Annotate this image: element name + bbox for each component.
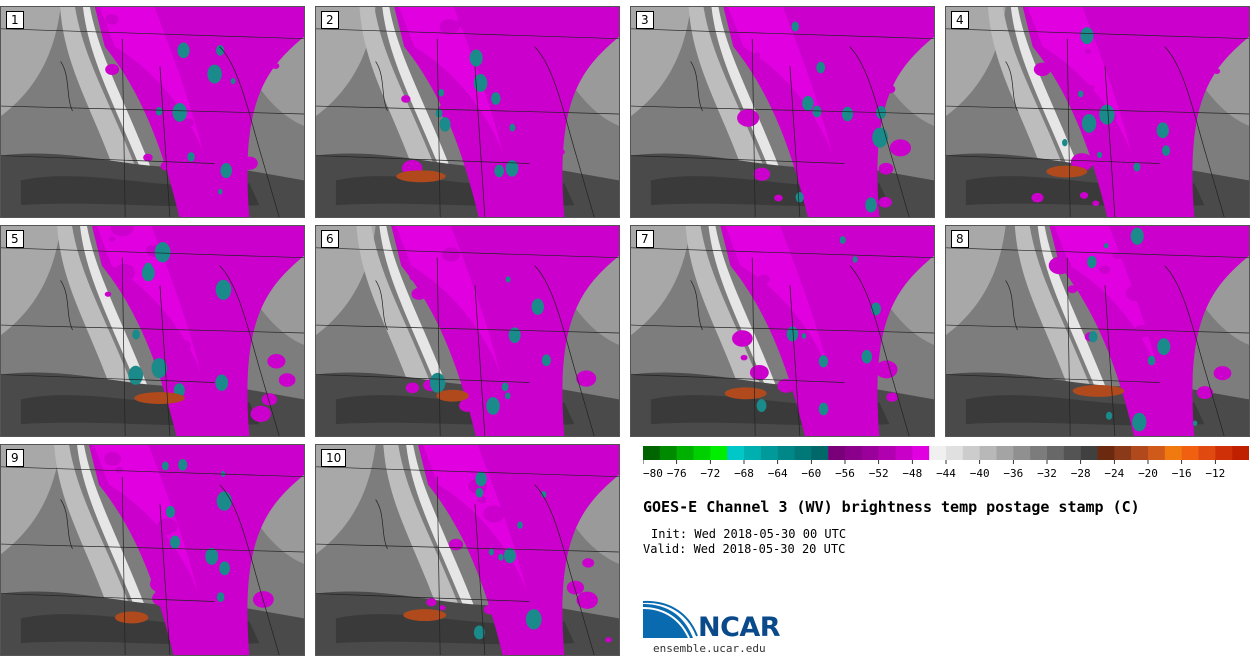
chart-title: GOES-E Channel 3 (WV) brightness temp po… bbox=[643, 498, 1140, 516]
postage-stamp-panel: 6 bbox=[315, 225, 620, 437]
colorbar-tick-label: −28 bbox=[1071, 467, 1091, 480]
panel-number-label: 7 bbox=[636, 230, 654, 248]
colorbar-swatch bbox=[1232, 446, 1249, 460]
colorbar-tick-label: −32 bbox=[1037, 467, 1057, 480]
colorbar-tick-label: −12 bbox=[1205, 467, 1225, 480]
colorbar-swatch bbox=[895, 446, 913, 460]
init-time: Init: Wed 2018-05-30 00 UTC bbox=[651, 527, 847, 541]
colorbar-swatch bbox=[1148, 446, 1166, 460]
panel-number-label: 3 bbox=[636, 11, 654, 29]
colorbar-swatch bbox=[1114, 446, 1132, 460]
colorbar-swatch bbox=[1164, 446, 1182, 460]
colorbar-swatch bbox=[1097, 446, 1115, 460]
colorbar-tick-label: −48 bbox=[902, 467, 922, 480]
postage-stamp-panel: 7 bbox=[630, 225, 935, 437]
colorbar-tick-label: −64 bbox=[768, 467, 788, 480]
colorbar-swatch bbox=[676, 446, 694, 460]
colorbar-swatch bbox=[777, 446, 795, 460]
panel-number-label: 1 bbox=[6, 11, 24, 29]
postage-stamp-panel: 5 bbox=[0, 225, 305, 437]
ncar-logo-icon bbox=[643, 600, 698, 639]
colorbar-tick-label: −40 bbox=[970, 467, 990, 480]
panel-number-label: 2 bbox=[321, 11, 339, 29]
colorbar-swatch bbox=[912, 446, 930, 460]
colorbar-swatch bbox=[1131, 446, 1149, 460]
colorbar-swatch bbox=[962, 446, 980, 460]
colorbar-tick-label: −20 bbox=[1138, 467, 1158, 480]
colorbar-swatch bbox=[760, 446, 778, 460]
postage-stamp-panel: 3 bbox=[630, 6, 935, 218]
postage-stamp-panel: 8 bbox=[945, 225, 1250, 437]
colorbar-swatch bbox=[643, 446, 661, 460]
postage-stamp-panel: 9 bbox=[0, 444, 305, 656]
colorbar-swatch bbox=[861, 446, 879, 460]
colorbar-swatch bbox=[693, 446, 711, 460]
colorbar-swatch bbox=[811, 446, 829, 460]
colorbar-swatch bbox=[845, 446, 863, 460]
colorbar-tick-label: −16 bbox=[1172, 467, 1192, 480]
colorbar-swatch bbox=[1181, 446, 1199, 460]
postage-stamp-panel: 2 bbox=[315, 6, 620, 218]
colorbar-swatch bbox=[1063, 446, 1081, 460]
colorbar-swatch bbox=[878, 446, 896, 460]
valid-time: Valid: Wed 2018-05-30 20 UTC bbox=[643, 542, 846, 556]
colorbar-swatch bbox=[929, 446, 947, 460]
panel-number-label: 6 bbox=[321, 230, 339, 248]
colorbar-tick-label: −80 bbox=[643, 467, 663, 480]
colorbar-swatch bbox=[1080, 446, 1098, 460]
colorbar-tick-label: −24 bbox=[1104, 467, 1124, 480]
colorbar-tick-label: −68 bbox=[734, 467, 754, 480]
colorbar-swatch bbox=[659, 446, 677, 460]
colorbar-swatch bbox=[828, 446, 846, 460]
colorbar: −80 −76 −72 −68 −64 −60 −56 −52 −48 −44 −40 −36 −32 −… bbox=[643, 446, 1249, 480]
logo-text: NCAR bbox=[698, 612, 781, 643]
colorbar-tick-label: −36 bbox=[1003, 467, 1023, 480]
postage-stamp-panel: 1 bbox=[0, 6, 305, 218]
colorbar-tick-label: −44 bbox=[936, 467, 956, 480]
colorbar-tick-label: −60 bbox=[801, 467, 821, 480]
colorbar-swatch bbox=[1013, 446, 1031, 460]
colorbar-swatch bbox=[1215, 446, 1233, 460]
colorbar-tick-label: −76 bbox=[667, 467, 687, 480]
panel-number-label: 9 bbox=[6, 449, 24, 467]
postage-stamp-panel: 4 bbox=[945, 6, 1250, 218]
colorbar-swatch bbox=[979, 446, 997, 460]
panel-number-label: 5 bbox=[6, 230, 24, 248]
colorbar-swatch bbox=[1047, 446, 1065, 460]
colorbar-tick-label: −52 bbox=[869, 467, 889, 480]
colorbar-swatch bbox=[744, 446, 762, 460]
panel-number-label: 10 bbox=[321, 449, 347, 467]
panel-number-label: 4 bbox=[951, 11, 969, 29]
colorbar-swatch bbox=[996, 446, 1014, 460]
colorbar-tick-label: −72 bbox=[700, 467, 720, 480]
logo-url: ensemble.ucar.edu bbox=[653, 642, 766, 655]
colorbar-tick-label: −56 bbox=[835, 467, 855, 480]
panel-number-label: 8 bbox=[951, 230, 969, 248]
postage-stamp-panel: 10 bbox=[315, 444, 620, 656]
colorbar-swatch bbox=[946, 446, 964, 460]
colorbar-swatch bbox=[794, 446, 812, 460]
colorbar-swatch bbox=[1030, 446, 1048, 460]
colorbar-swatch bbox=[727, 446, 745, 460]
colorbar-swatch bbox=[710, 446, 728, 460]
colorbar-swatch bbox=[1198, 446, 1216, 460]
